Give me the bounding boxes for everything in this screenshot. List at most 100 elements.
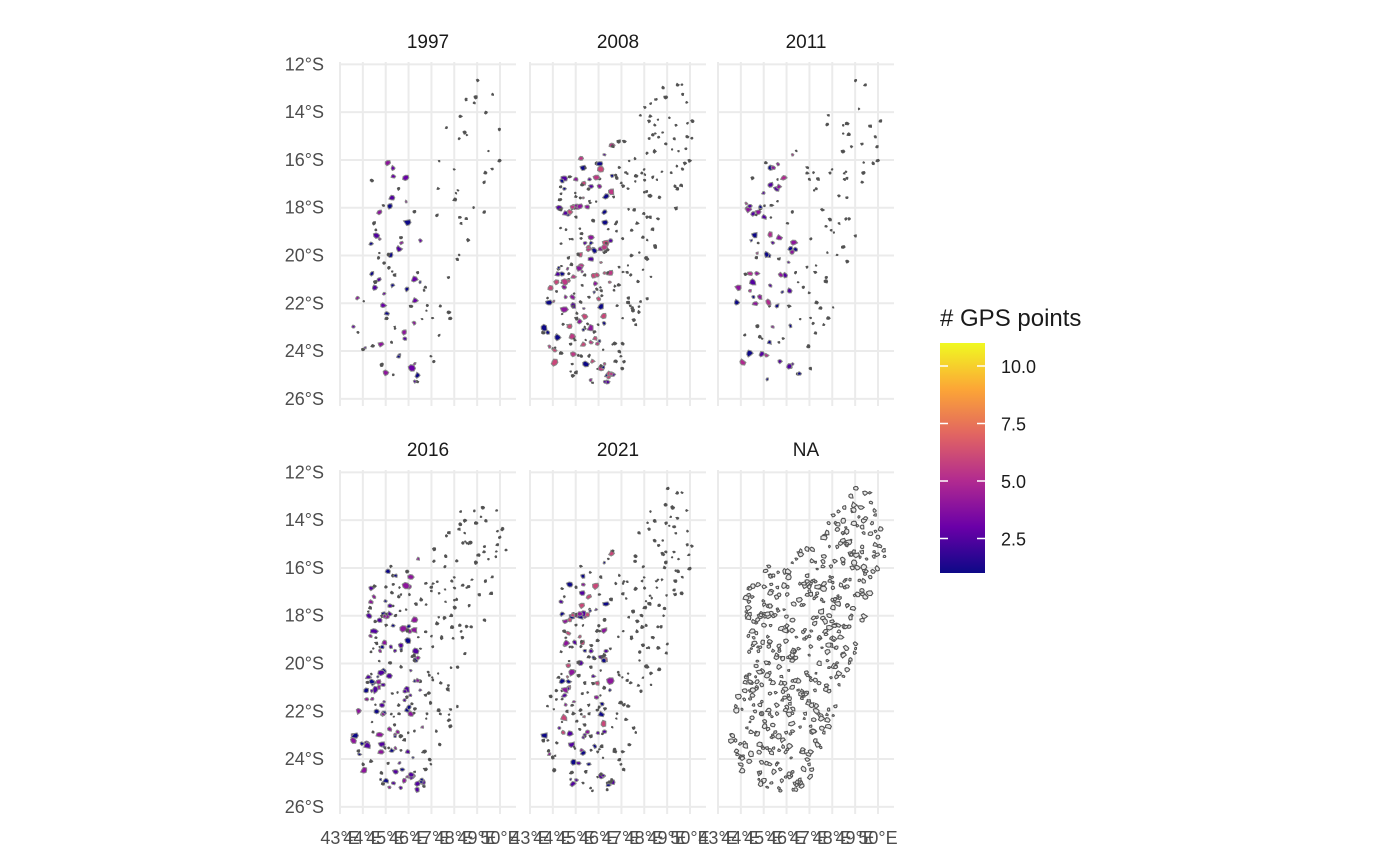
region-polygon bbox=[594, 287, 599, 291]
region-polygon bbox=[607, 188, 615, 196]
region-polygon bbox=[376, 675, 380, 679]
region-polygon bbox=[592, 280, 599, 287]
region-polygon bbox=[395, 729, 401, 735]
region-polygon bbox=[574, 191, 577, 195]
region-polygon bbox=[554, 271, 562, 277]
region-polygon bbox=[560, 686, 569, 694]
region-polygon bbox=[374, 636, 378, 640]
region-polygon bbox=[812, 707, 820, 714]
region-polygon bbox=[804, 592, 811, 597]
region-polygon bbox=[754, 679, 760, 685]
region-polygon bbox=[833, 664, 839, 670]
region-polygon bbox=[757, 334, 762, 339]
region-polygon bbox=[572, 639, 578, 646]
region-polygon bbox=[497, 127, 501, 132]
y-tick-label: 24°S bbox=[285, 341, 324, 361]
region-polygon bbox=[764, 161, 769, 165]
region-polygon bbox=[852, 650, 858, 656]
region-polygon bbox=[610, 144, 615, 149]
region-polygon bbox=[425, 303, 430, 308]
region-polygon bbox=[792, 649, 797, 654]
region-polygon bbox=[748, 278, 757, 286]
region-polygon bbox=[586, 691, 590, 694]
region-polygon bbox=[656, 667, 662, 672]
region-polygon bbox=[644, 600, 648, 603]
region-polygon bbox=[419, 597, 424, 602]
region-polygon bbox=[581, 781, 585, 785]
region-polygon bbox=[559, 649, 563, 654]
region-polygon bbox=[582, 723, 587, 727]
region-polygon bbox=[446, 531, 451, 535]
region-polygon bbox=[439, 635, 444, 639]
region-polygon bbox=[865, 590, 874, 597]
region-polygon bbox=[670, 556, 674, 559]
region-polygon bbox=[867, 490, 873, 495]
region-polygon bbox=[595, 638, 601, 643]
region-polygon bbox=[809, 728, 817, 734]
region-polygon bbox=[765, 785, 770, 789]
region-polygon bbox=[739, 755, 746, 762]
region-polygon bbox=[850, 520, 858, 527]
region-polygon bbox=[558, 599, 564, 604]
region-polygon bbox=[799, 747, 807, 752]
region-polygon bbox=[796, 281, 800, 284]
region-polygon bbox=[774, 710, 780, 717]
x-tick-label: 45°E bbox=[556, 828, 595, 848]
region-polygon bbox=[796, 646, 802, 651]
region-polygon bbox=[599, 744, 604, 749]
region-polygon bbox=[828, 564, 833, 569]
region-polygon bbox=[749, 692, 756, 698]
region-polygon bbox=[422, 767, 429, 772]
region-polygon bbox=[415, 655, 421, 661]
region-polygon bbox=[443, 565, 447, 569]
region-polygon bbox=[790, 710, 795, 716]
region-polygon bbox=[376, 277, 382, 283]
region-polygon bbox=[377, 669, 386, 677]
region-polygon bbox=[402, 689, 408, 694]
region-polygon bbox=[384, 623, 389, 628]
region-polygon bbox=[770, 648, 776, 653]
region-polygon bbox=[735, 693, 742, 700]
region-polygon bbox=[363, 346, 367, 350]
region-polygon bbox=[759, 699, 764, 704]
region-polygon bbox=[775, 161, 781, 167]
region-polygon bbox=[420, 317, 424, 321]
region-polygon bbox=[372, 685, 379, 695]
region-polygon bbox=[366, 610, 370, 613]
region-polygon bbox=[776, 592, 782, 597]
region-polygon bbox=[775, 733, 782, 740]
region-polygon bbox=[591, 673, 597, 679]
region-polygon bbox=[651, 133, 655, 137]
region-polygon bbox=[571, 712, 575, 716]
region-polygon bbox=[429, 585, 434, 589]
region-polygon bbox=[365, 612, 373, 619]
region-polygon bbox=[659, 625, 663, 629]
region-polygon bbox=[412, 678, 417, 683]
region-polygon bbox=[820, 534, 828, 541]
region-polygon bbox=[599, 575, 603, 579]
region-polygon bbox=[574, 585, 578, 589]
region-polygon bbox=[775, 585, 780, 590]
region-polygon bbox=[747, 697, 753, 701]
region-polygon bbox=[779, 778, 785, 784]
region-polygon bbox=[620, 237, 625, 241]
facet-panel: 2011 bbox=[717, 32, 894, 406]
region-polygon bbox=[620, 366, 625, 371]
region-polygon bbox=[664, 651, 668, 655]
region-polygon bbox=[575, 761, 582, 766]
region-polygon bbox=[601, 756, 605, 760]
region-polygon bbox=[408, 693, 413, 698]
region-polygon bbox=[495, 543, 500, 547]
region-polygon bbox=[804, 545, 810, 552]
region-polygon bbox=[790, 601, 797, 607]
region-polygon bbox=[621, 592, 625, 596]
region-polygon bbox=[560, 278, 569, 287]
region-polygon bbox=[387, 265, 391, 270]
region-polygon bbox=[848, 614, 853, 621]
region-polygon bbox=[396, 691, 399, 694]
region-polygon bbox=[828, 574, 832, 579]
region-polygon bbox=[786, 668, 791, 672]
region-polygon bbox=[861, 171, 866, 175]
region-polygon bbox=[474, 521, 479, 525]
region-polygon bbox=[634, 323, 638, 327]
